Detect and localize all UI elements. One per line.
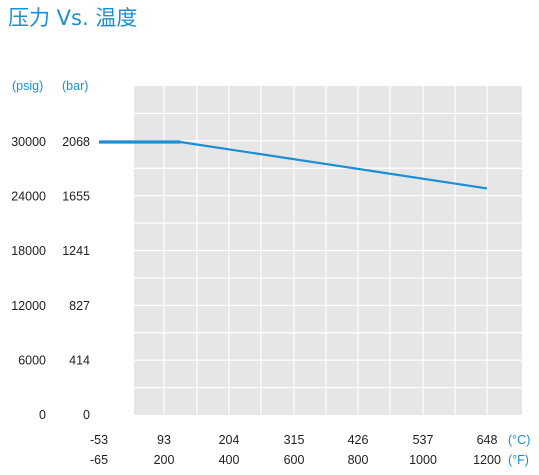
x-tick-celsius: 537: [413, 433, 434, 447]
y-tick-psig: 18000: [11, 244, 46, 258]
x-tick-fahrenheit: 800: [348, 453, 369, 467]
y-tick-psig: 24000: [11, 190, 46, 204]
y-unit-psig: (psig): [12, 79, 43, 93]
x-tick-fahrenheit: 1000: [409, 453, 437, 467]
y-tick-psig: 0: [39, 408, 46, 422]
y-tick-bar: 827: [69, 299, 90, 313]
y-unit-bar: (bar): [62, 79, 88, 93]
x-tick-celsius: 204: [219, 433, 240, 447]
x-tick-fahrenheit: 400: [219, 453, 240, 467]
y-tick-bar: 414: [69, 353, 90, 367]
x-tick-celsius: 315: [284, 433, 305, 447]
chart-title: 压力 Vs. 温度: [8, 6, 138, 30]
x-tick-celsius: 648: [477, 433, 498, 447]
y-tick-psig: 30000: [11, 135, 46, 149]
y-tick-psig: 6000: [18, 353, 46, 367]
x-tick-celsius: -53: [90, 433, 108, 447]
x-tick-fahrenheit: 200: [154, 453, 175, 467]
y-tick-bar: 1655: [62, 190, 90, 204]
y-tick-bar: 0: [83, 408, 90, 422]
x-tick-fahrenheit: 600: [284, 453, 305, 467]
x-unit-fahrenheit: (°F): [508, 453, 529, 467]
x-tick-celsius: 93: [157, 433, 171, 447]
x-tick-fahrenheit: -65: [90, 453, 108, 467]
y-tick-bar: 2068: [62, 135, 90, 149]
y-tick-bar: 1241: [62, 244, 90, 258]
y-tick-psig: 12000: [11, 299, 46, 313]
x-tick-celsius: 426: [348, 433, 369, 447]
x-tick-fahrenheit: 1200: [473, 453, 501, 467]
x-unit-celsius: (°C): [508, 433, 530, 447]
